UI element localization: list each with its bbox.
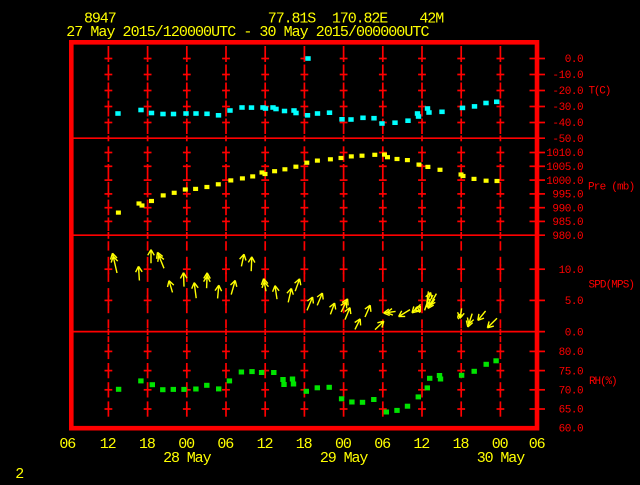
- svg-text:1005.0: 1005.0: [546, 162, 583, 174]
- svg-text:Pre (mb): Pre (mb): [588, 181, 634, 193]
- svg-text:28 May: 28 May: [163, 450, 212, 467]
- svg-text:1010.0: 1010.0: [546, 148, 583, 160]
- svg-text:75.0: 75.0: [559, 366, 584, 378]
- svg-text:-20.0: -20.0: [552, 86, 583, 98]
- svg-text:00: 00: [492, 436, 509, 453]
- svg-text:29 May: 29 May: [320, 450, 369, 467]
- svg-text:27 May 2015/120000UTC - 30 May: 27 May 2015/120000UTC - 30 May 2015/0000…: [66, 24, 429, 41]
- svg-text:70.0: 70.0: [559, 386, 584, 398]
- svg-text:985.0: 985.0: [552, 217, 583, 229]
- svg-text:18: 18: [453, 436, 470, 453]
- svg-text:12: 12: [257, 436, 273, 453]
- svg-text:-30.0: -30.0: [552, 102, 583, 114]
- svg-text:10.0: 10.0: [559, 265, 584, 277]
- svg-text:77.81S: 77.81S: [268, 10, 317, 27]
- svg-text:12: 12: [100, 436, 116, 453]
- svg-text:995.0: 995.0: [552, 190, 583, 202]
- svg-text:8947: 8947: [84, 10, 116, 27]
- svg-text:06: 06: [217, 436, 234, 453]
- svg-text:00: 00: [335, 436, 352, 453]
- svg-text:-50.0: -50.0: [552, 134, 583, 146]
- svg-text:SPD(MPS): SPD(MPS): [589, 279, 635, 291]
- svg-text:2: 2: [15, 466, 23, 480]
- svg-text:-10.0: -10.0: [552, 70, 583, 82]
- svg-text:00: 00: [178, 436, 195, 453]
- svg-text:0.0: 0.0: [565, 327, 583, 339]
- svg-text:30 May: 30 May: [477, 450, 526, 467]
- svg-text:80.0: 80.0: [559, 347, 584, 359]
- svg-text:980.0: 980.0: [552, 231, 583, 243]
- svg-text:18: 18: [296, 436, 313, 453]
- svg-text:60.0: 60.0: [559, 424, 584, 436]
- svg-text:42M: 42M: [419, 10, 444, 27]
- svg-text:RH(%): RH(%): [589, 376, 617, 388]
- svg-text:5.0: 5.0: [565, 296, 583, 308]
- svg-text:06: 06: [374, 436, 391, 453]
- svg-text:18: 18: [139, 436, 156, 453]
- svg-text:-40.0: -40.0: [552, 118, 583, 130]
- svg-text:06: 06: [529, 436, 546, 453]
- svg-text:1000.0: 1000.0: [546, 176, 583, 188]
- svg-text:65.0: 65.0: [559, 405, 584, 417]
- svg-text:T(C): T(C): [589, 85, 611, 97]
- svg-text:0.0: 0.0: [565, 54, 583, 66]
- svg-text:06: 06: [59, 436, 76, 453]
- svg-text:12: 12: [413, 436, 429, 453]
- svg-text:990.0: 990.0: [552, 203, 583, 215]
- svg-text:170.82E: 170.82E: [332, 10, 388, 27]
